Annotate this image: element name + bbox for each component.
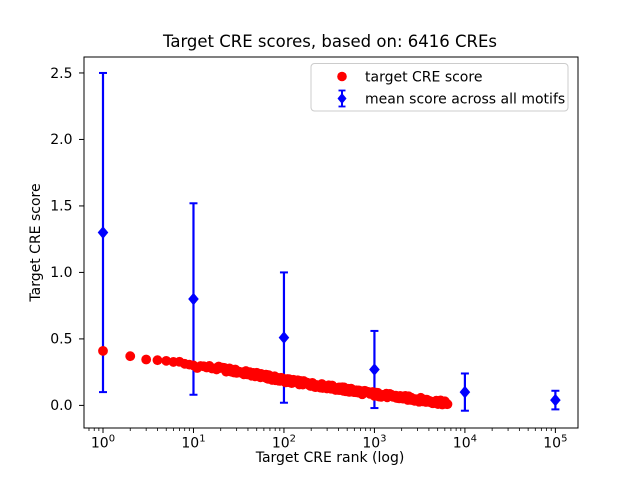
target-score-point (98, 345, 108, 356)
legend-marker-target-score-icon (337, 71, 347, 82)
x-tick-label: 104 (453, 434, 477, 452)
mean-score-point (97, 226, 109, 239)
mean-score-point (550, 393, 561, 407)
legend: target CRE score mean score across all m… (310, 63, 569, 112)
y-tick-label: 0.0 (50, 398, 72, 414)
mean-score-point (188, 292, 199, 306)
x-tick-label: 103 (362, 434, 386, 452)
y-axis-label: Target CRE score (28, 183, 44, 302)
chart-title: Target CRE scores, based on: 6416 CREs (162, 32, 497, 51)
x-axis-label: Target CRE rank (log) (255, 450, 405, 466)
target-score-point (442, 399, 453, 410)
target-score-point (152, 355, 163, 366)
y-tick-label: 0.5 (50, 332, 72, 348)
target-score-point (141, 354, 152, 365)
mean-score-point (278, 331, 290, 344)
x-tick-label: 101 (181, 434, 205, 452)
x-tick-label: 100 (91, 434, 115, 452)
y-tick-label: 1.0 (50, 265, 72, 281)
target-score-series (98, 345, 453, 410)
legend-label-mean-score: mean score across all motifs (365, 92, 565, 108)
x-tick-label: 102 (272, 434, 296, 452)
mean-score-point (459, 385, 471, 399)
legend-box (310, 63, 569, 112)
y-tick-label: 2.5 (50, 66, 72, 82)
legend-label-target-score: target CRE score (365, 70, 482, 86)
x-tick-label: 105 (543, 434, 567, 452)
target-score-point (125, 351, 136, 362)
plot-frame (83, 56, 579, 429)
mean-score-point (369, 363, 380, 376)
target-score-point (161, 355, 172, 366)
axes: 100 101 102 103 104 105 0.0 0.5 1.0 1.5 2.0 2.5 (50, 56, 579, 452)
y-tick-label: 2.0 (50, 132, 72, 148)
legend-marker-mean-score-icon (337, 89, 347, 108)
y-tick-label: 1.5 (50, 199, 72, 215)
